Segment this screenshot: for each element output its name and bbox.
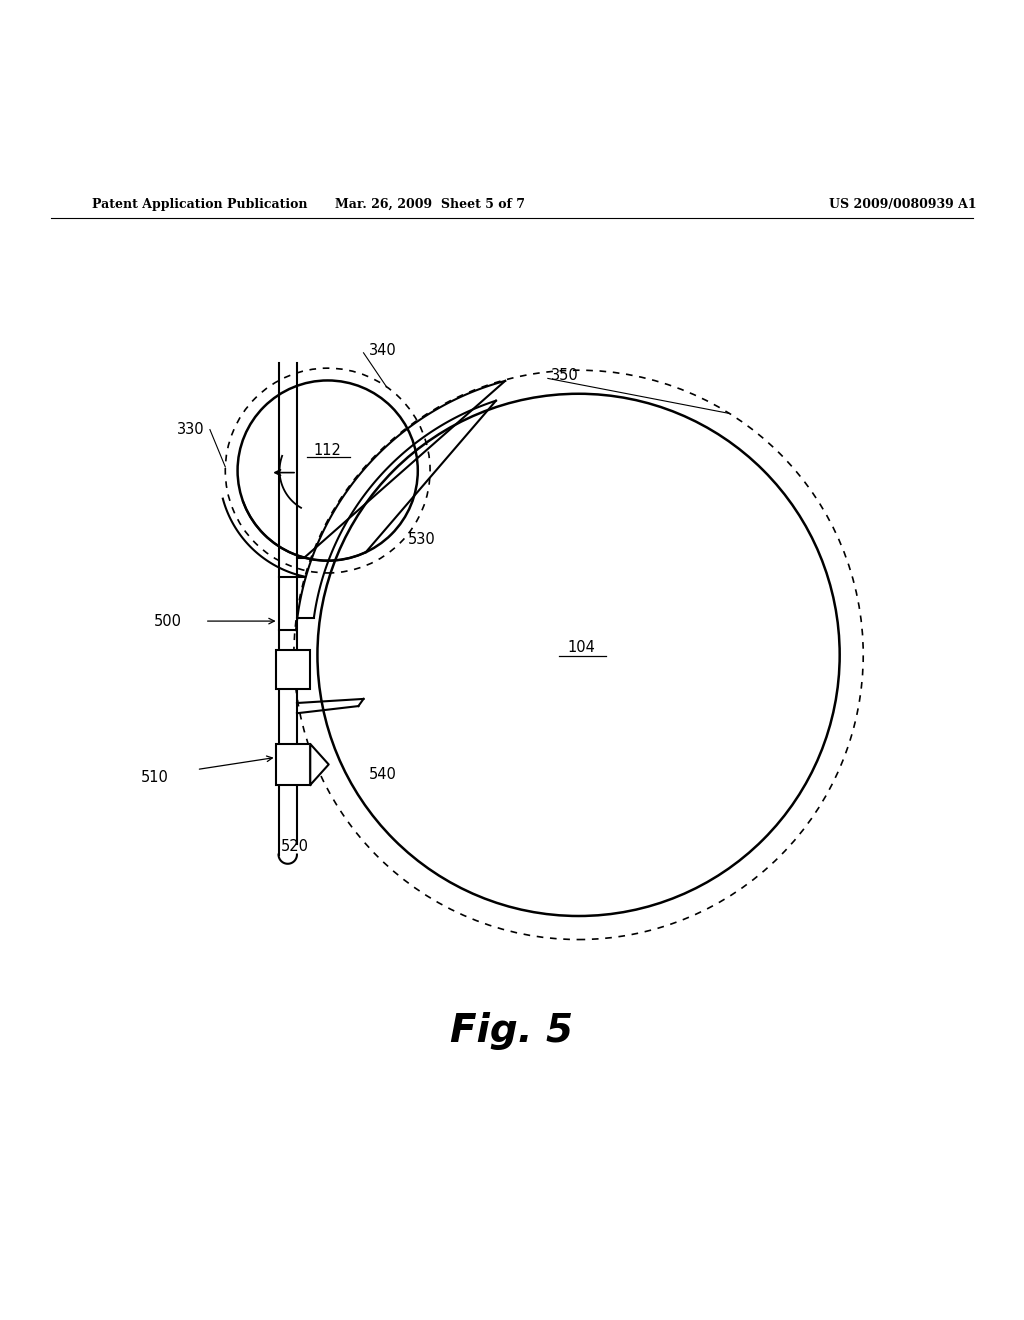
Bar: [276, 649, 310, 689]
Text: Patent Application Publication: Patent Application Publication: [92, 198, 307, 211]
Polygon shape: [310, 744, 329, 785]
Text: Fig. 5: Fig. 5: [451, 1011, 573, 1049]
Text: 350: 350: [551, 368, 579, 383]
Text: 340: 340: [369, 343, 396, 358]
Text: 510: 510: [141, 771, 169, 785]
Text: 500: 500: [155, 614, 182, 628]
Text: Mar. 26, 2009  Sheet 5 of 7: Mar. 26, 2009 Sheet 5 of 7: [335, 198, 525, 211]
Text: 540: 540: [369, 767, 396, 783]
Text: 104: 104: [567, 640, 596, 655]
Bar: [276, 744, 310, 785]
Text: US 2009/0080939 A1: US 2009/0080939 A1: [829, 198, 977, 211]
Text: 112: 112: [313, 442, 342, 458]
Text: 330: 330: [177, 422, 205, 437]
Text: 530: 530: [408, 532, 435, 546]
Text: 520: 520: [281, 840, 309, 854]
